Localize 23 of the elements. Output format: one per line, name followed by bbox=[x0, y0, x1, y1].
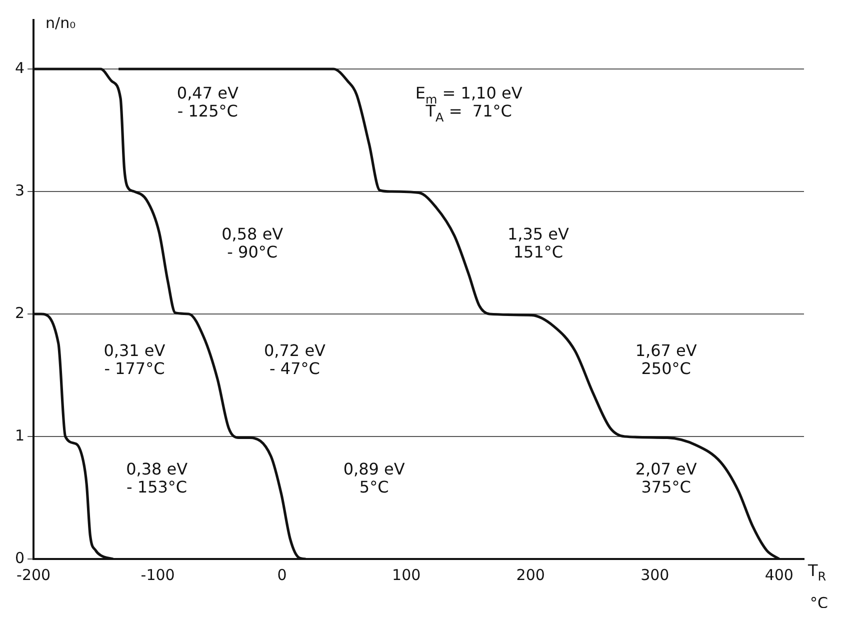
y-tick-label: 4 bbox=[14, 58, 25, 77]
y-tick-label: 3 bbox=[14, 181, 25, 200]
y-axis-title: n/n₀ bbox=[46, 14, 76, 32]
annotation: 0,89 eV 5°C bbox=[343, 459, 405, 496]
x-tick-label: 100 bbox=[392, 566, 421, 584]
y-tick-label: 2 bbox=[14, 304, 25, 322]
x-tick-label: 300 bbox=[640, 566, 670, 584]
annotation: 1,67 eV 250°C bbox=[635, 340, 697, 378]
x-tick-label: 400 bbox=[764, 566, 794, 584]
x-tick-label: -200 bbox=[16, 566, 51, 584]
annotation: 2,07 eV 375°C bbox=[635, 459, 697, 496]
annotation: 0,31 eV - 177°C bbox=[104, 340, 166, 378]
annotation: 1,35 eV 151°C bbox=[507, 224, 569, 262]
x-tick-label: 200 bbox=[516, 566, 545, 584]
annotation: 0,38 eV - 153°C bbox=[126, 459, 188, 496]
annotation: 0,47 eV - 125°C bbox=[176, 84, 238, 121]
x-tick-label: 0 bbox=[277, 566, 287, 584]
x-tick-label: -100 bbox=[140, 566, 175, 584]
y-tick-label: 0 bbox=[14, 548, 25, 567]
y-tick-label: 1 bbox=[14, 426, 25, 444]
annotation: 0,58 eV - 90°C bbox=[222, 224, 284, 262]
annotation: 0,72 eV - 47°C bbox=[264, 340, 326, 378]
text: °C bbox=[810, 594, 828, 612]
